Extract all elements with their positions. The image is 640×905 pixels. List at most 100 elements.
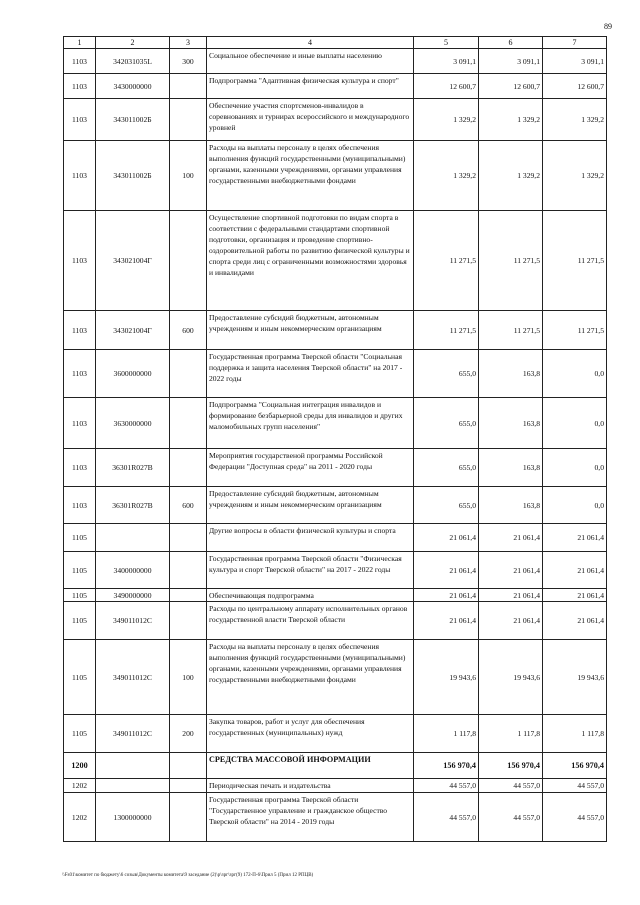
amount-col5: 19 943,6 bbox=[413, 639, 479, 715]
target-article-code: 343011002Б bbox=[95, 98, 170, 141]
amount-col6: 1 329,2 bbox=[478, 98, 543, 141]
table-row: 1103 3630000000 Подпрограмма "Социальная и… bbox=[63, 397, 607, 449]
target-article-code: 3400000000 bbox=[95, 551, 170, 589]
page-number: 89 bbox=[604, 22, 612, 31]
description: Обеспечивающая подпрограмма bbox=[206, 588, 414, 602]
amount-col7: 19 943,6 bbox=[542, 639, 607, 715]
table-row: 1103 3600000000 Государственная программа … bbox=[63, 349, 607, 398]
table-row: 1105 Другие вопросы в области физической … bbox=[63, 523, 607, 552]
amount-col6: 11 271,5 bbox=[478, 210, 543, 311]
table-row: 1103 3430000000 Подпрограмма "Адаптивная ф… bbox=[63, 73, 607, 99]
amount-col5: 44 557,0 bbox=[413, 778, 479, 793]
description: Обеспечение участия спортсменов-инвалидо… bbox=[206, 98, 414, 141]
description: Мероприятия государственой программы Рос… bbox=[206, 448, 414, 487]
description: Осуществление спортивной подготовки по в… bbox=[206, 210, 414, 311]
column-header: 1 bbox=[63, 36, 96, 49]
target-article-code: 3600000000 bbox=[95, 349, 170, 398]
expense-type-code bbox=[169, 397, 207, 449]
expense-type-code: 600 bbox=[169, 486, 207, 524]
amount-col6: 12 600,7 bbox=[478, 73, 543, 99]
target-article-code: 349011012С bbox=[95, 714, 170, 753]
expense-type-code bbox=[169, 588, 207, 602]
amount-col7: 0,0 bbox=[542, 397, 607, 449]
amount-col7: 0,0 bbox=[542, 349, 607, 398]
target-article-code: 343011002Б bbox=[95, 140, 170, 211]
target-article-code: 343021004Г bbox=[95, 310, 170, 350]
amount-col7: 1 329,2 bbox=[542, 98, 607, 141]
amount-col7: 12 600,7 bbox=[542, 73, 607, 99]
amount-col5: 1 117,8 bbox=[413, 714, 479, 753]
column-header: 6 bbox=[478, 36, 543, 49]
expense-type-code bbox=[169, 523, 207, 552]
amount-col6: 1 329,2 bbox=[478, 140, 543, 211]
amount-col5: 21 061,4 bbox=[413, 551, 479, 589]
expense-type-code: 300 bbox=[169, 48, 207, 74]
section-code: 1103 bbox=[63, 73, 96, 99]
description: СРЕДСТВА МАССОВОЙ ИНФОРМАЦИИ bbox=[206, 752, 414, 779]
expense-type-code bbox=[169, 601, 207, 640]
expense-type-code bbox=[169, 752, 207, 779]
amount-col6: 1 117,8 bbox=[478, 714, 543, 753]
amount-col6: 19 943,6 bbox=[478, 639, 543, 715]
table-row: 1103 343021004Г 600 Предоставление субсидий… bbox=[63, 310, 607, 350]
table-row: 1103 342031035L 300 Социальное обеспечение … bbox=[63, 48, 607, 74]
amount-col5: 655,0 bbox=[413, 349, 479, 398]
section-code: 1200 bbox=[63, 752, 96, 779]
expense-type-code bbox=[169, 448, 207, 487]
amount-col7: 21 061,4 bbox=[542, 551, 607, 589]
description: Подпрограмма "Адаптивная физическая куль… bbox=[206, 73, 414, 99]
description: Подпрограмма "Социальная интеграция инва… bbox=[206, 397, 414, 449]
section-code: 1103 bbox=[63, 349, 96, 398]
amount-col6: 156 970,4 bbox=[478, 752, 543, 779]
target-article-code bbox=[95, 752, 170, 779]
expense-type-code: 100 bbox=[169, 140, 207, 211]
amount-col6: 163,8 bbox=[478, 486, 543, 524]
amount-col6: 21 061,4 bbox=[478, 551, 543, 589]
target-article-code: 3430000000 bbox=[95, 73, 170, 99]
amount-col5: 21 061,4 bbox=[413, 523, 479, 552]
target-article-code: 343021004Г bbox=[95, 210, 170, 311]
description: Предоставление субсидий бюджетным, автон… bbox=[206, 486, 414, 524]
amount-col7: 1 117,8 bbox=[542, 714, 607, 753]
amount-col7: 1 329,2 bbox=[542, 140, 607, 211]
expense-type-code bbox=[169, 73, 207, 99]
table-row: 1103 36301R027В 600 Предоставление субсидий… bbox=[63, 486, 607, 524]
expense-type-code bbox=[169, 210, 207, 311]
amount-col5: 1 329,2 bbox=[413, 98, 479, 141]
amount-col7: 44 557,0 bbox=[542, 778, 607, 793]
table-row: 1105 349011012С Расходы по центральному ап… bbox=[63, 601, 607, 640]
column-header: 2 bbox=[95, 36, 170, 49]
header-row: 1 2 3 4 5 6 7 bbox=[63, 36, 607, 49]
target-article-code: 3490000000 bbox=[95, 588, 170, 602]
section-code: 1103 bbox=[63, 140, 96, 211]
amount-col7: 21 061,4 bbox=[542, 601, 607, 640]
amount-col6: 21 061,4 bbox=[478, 601, 543, 640]
budget-table: 1 2 3 4 5 6 7 1103 342031035L 300 Социально… bbox=[63, 36, 607, 842]
target-article-code: 349011012С bbox=[95, 601, 170, 640]
amount-col5: 655,0 bbox=[413, 397, 479, 449]
column-header: 7 bbox=[542, 36, 607, 49]
column-header: 3 bbox=[169, 36, 207, 49]
amount-col7: 0,0 bbox=[542, 448, 607, 487]
table-row: 1105 349011012С 200 Закупка товаров, работ … bbox=[63, 714, 607, 753]
section-code: 1103 bbox=[63, 210, 96, 311]
expense-type-code bbox=[169, 98, 207, 141]
column-header: 5 bbox=[413, 36, 479, 49]
section-code: 1103 bbox=[63, 397, 96, 449]
amount-col7: 3 091,1 bbox=[542, 48, 607, 74]
amount-col5: 12 600,7 bbox=[413, 73, 479, 99]
section-code: 1103 bbox=[63, 310, 96, 350]
table-row: 1202 Периодическая печать и издательства 4… bbox=[63, 778, 607, 793]
target-article-code: 36301R027В bbox=[95, 486, 170, 524]
target-article-code bbox=[95, 523, 170, 552]
description: Периодическая печать и издательства bbox=[206, 778, 414, 793]
description: Предоставление субсидий бюджетным, автон… bbox=[206, 310, 414, 350]
amount-col6: 21 061,4 bbox=[478, 588, 543, 602]
target-article-code: 342031035L bbox=[95, 48, 170, 74]
table-row: 1105 349011012С 100 Расходы на выплаты перс… bbox=[63, 639, 607, 715]
table-row: 1103 343011002Б 100 Расходы на выплаты перс… bbox=[63, 140, 607, 211]
amount-col5: 44 557,0 bbox=[413, 792, 479, 842]
description: Расходы на выплаты персоналу в целях обе… bbox=[206, 639, 414, 715]
description: Государственная программа Тверской облас… bbox=[206, 551, 414, 589]
target-article-code: 3630000000 bbox=[95, 397, 170, 449]
